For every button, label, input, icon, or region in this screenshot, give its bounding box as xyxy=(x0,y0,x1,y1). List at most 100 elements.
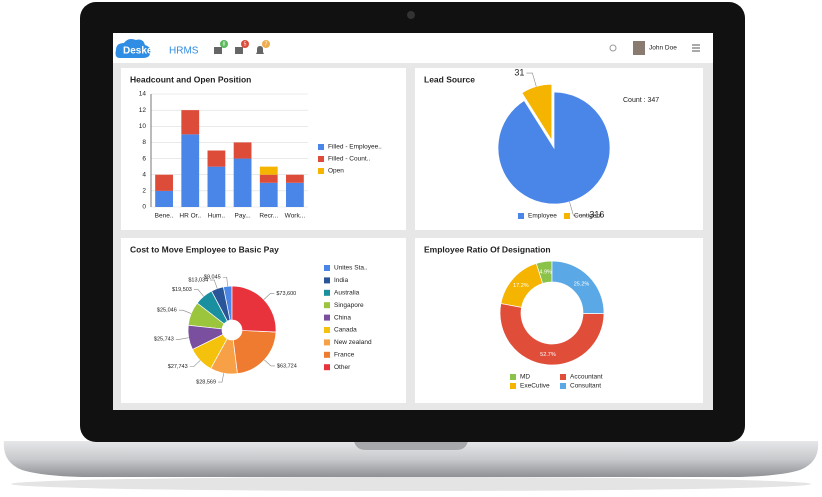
y-tick-label: 10 xyxy=(139,123,147,130)
data-label: $25,046 xyxy=(157,308,177,314)
icon[interactable] xyxy=(235,47,243,54)
data-label: 25.2% xyxy=(574,281,590,287)
legend-label: Singapore xyxy=(334,302,364,309)
donut-slice xyxy=(551,260,605,315)
leader-line xyxy=(178,309,192,314)
badge xyxy=(262,40,270,48)
logo: Deskera xyxy=(123,46,162,57)
y-tick-label: 8 xyxy=(142,139,146,146)
bar-segment xyxy=(233,158,252,207)
leader-line xyxy=(193,289,204,297)
pie-slice xyxy=(521,83,553,142)
legend-label: Other xyxy=(334,364,351,371)
avatar[interactable] xyxy=(633,41,645,55)
x-tick-label: Recr... xyxy=(259,213,278,220)
camera xyxy=(407,11,415,19)
legend-swatch xyxy=(564,213,570,219)
bar-segment xyxy=(259,182,278,207)
pie-slice xyxy=(497,91,611,205)
x-tick-label: HR Or.. xyxy=(179,213,201,220)
icon[interactable] xyxy=(256,46,264,54)
menu-icon[interactable] xyxy=(692,44,700,52)
pie-slice xyxy=(210,338,238,375)
chart-title: Employee Ratio Of Designation xyxy=(424,244,551,254)
dashboard: Headcount and Open Position 0 2 4 6 8 10 12 14 Be… xyxy=(121,67,703,403)
legend-swatch xyxy=(324,289,330,296)
legend-label: Consultant xyxy=(570,383,601,390)
data-label: 4.9% xyxy=(539,269,552,275)
y-tick-label: 4 xyxy=(142,171,146,178)
legend-swatch xyxy=(324,302,330,309)
legend-label: New zealand xyxy=(334,339,372,346)
x-tick-label: Hum.. xyxy=(208,213,226,220)
legend-swatch xyxy=(510,383,516,389)
y-tick-label: 0 xyxy=(142,204,146,211)
annotation: Count : 347 xyxy=(623,97,659,104)
legend-swatch xyxy=(324,277,330,284)
bar-segment xyxy=(259,174,278,183)
legend-label: China xyxy=(334,314,351,321)
pie-slice xyxy=(232,330,277,375)
badge xyxy=(241,40,249,48)
legend-swatch xyxy=(324,351,330,358)
x-tick-label: Bene.. xyxy=(155,213,174,220)
legend-swatch xyxy=(318,144,324,150)
legend-label: Filled - Count.. xyxy=(328,156,370,163)
bar-segment xyxy=(181,110,200,135)
chart-title: Headcount and Open Position xyxy=(130,74,251,84)
legend-label: France xyxy=(334,352,355,359)
bar-segment xyxy=(233,142,252,159)
leader-line xyxy=(210,279,218,289)
data-label: $13,034 xyxy=(188,278,208,284)
leader-line xyxy=(569,201,588,216)
leader-line xyxy=(175,337,189,340)
data-label: $27,743 xyxy=(168,364,188,370)
leader-line xyxy=(189,360,201,367)
bar-segment xyxy=(155,190,173,207)
legend-label: Accountant xyxy=(570,374,603,381)
bar-segment xyxy=(207,150,226,167)
bar-segment xyxy=(181,134,200,207)
laptop-base xyxy=(3,441,819,477)
data-label: 316 xyxy=(589,210,604,220)
legend-label: Unites Sta.. xyxy=(334,265,368,272)
pie-slice xyxy=(231,285,277,333)
data-label: $19,503 xyxy=(172,287,192,293)
pie-slice xyxy=(192,333,228,370)
bar-segment xyxy=(259,166,278,175)
donut-slice xyxy=(499,303,605,366)
data-label: 31 xyxy=(514,67,524,77)
legend-swatch xyxy=(324,314,330,321)
data-label: 17.2% xyxy=(513,283,529,289)
x-tick-label: Pay... xyxy=(235,213,251,220)
data-label: $25,743 xyxy=(154,337,174,343)
user-name[interactable]: John Doe xyxy=(649,45,677,52)
search-icon[interactable] xyxy=(609,44,617,52)
pie-slice xyxy=(187,302,225,330)
bar-segment xyxy=(286,174,304,183)
badge xyxy=(220,40,228,48)
badge-count: 5 xyxy=(244,41,247,47)
shadow xyxy=(11,477,811,491)
leader-line xyxy=(264,359,275,367)
legend-swatch xyxy=(510,374,516,380)
leader-line xyxy=(222,276,228,287)
laptop-notch xyxy=(354,441,468,450)
chart-title: Lead Source xyxy=(424,74,475,84)
legend-label: India xyxy=(334,277,348,284)
legend-swatch xyxy=(318,168,324,174)
leader-line xyxy=(218,373,225,383)
legend-label: Contigent xyxy=(574,213,602,220)
data-label: $73,600 xyxy=(276,291,296,297)
legend-label: Employee xyxy=(528,213,557,220)
icon[interactable] xyxy=(214,47,222,54)
data-label: $63,724 xyxy=(277,363,297,369)
legend-swatch xyxy=(324,265,330,271)
bar-segment xyxy=(207,166,226,207)
y-tick-label: 6 xyxy=(142,155,146,162)
y-tick-label: 14 xyxy=(139,91,147,98)
pie-slice xyxy=(187,324,224,350)
x-tick-label: Work... xyxy=(285,213,306,220)
badge-count: 8 xyxy=(223,41,226,47)
